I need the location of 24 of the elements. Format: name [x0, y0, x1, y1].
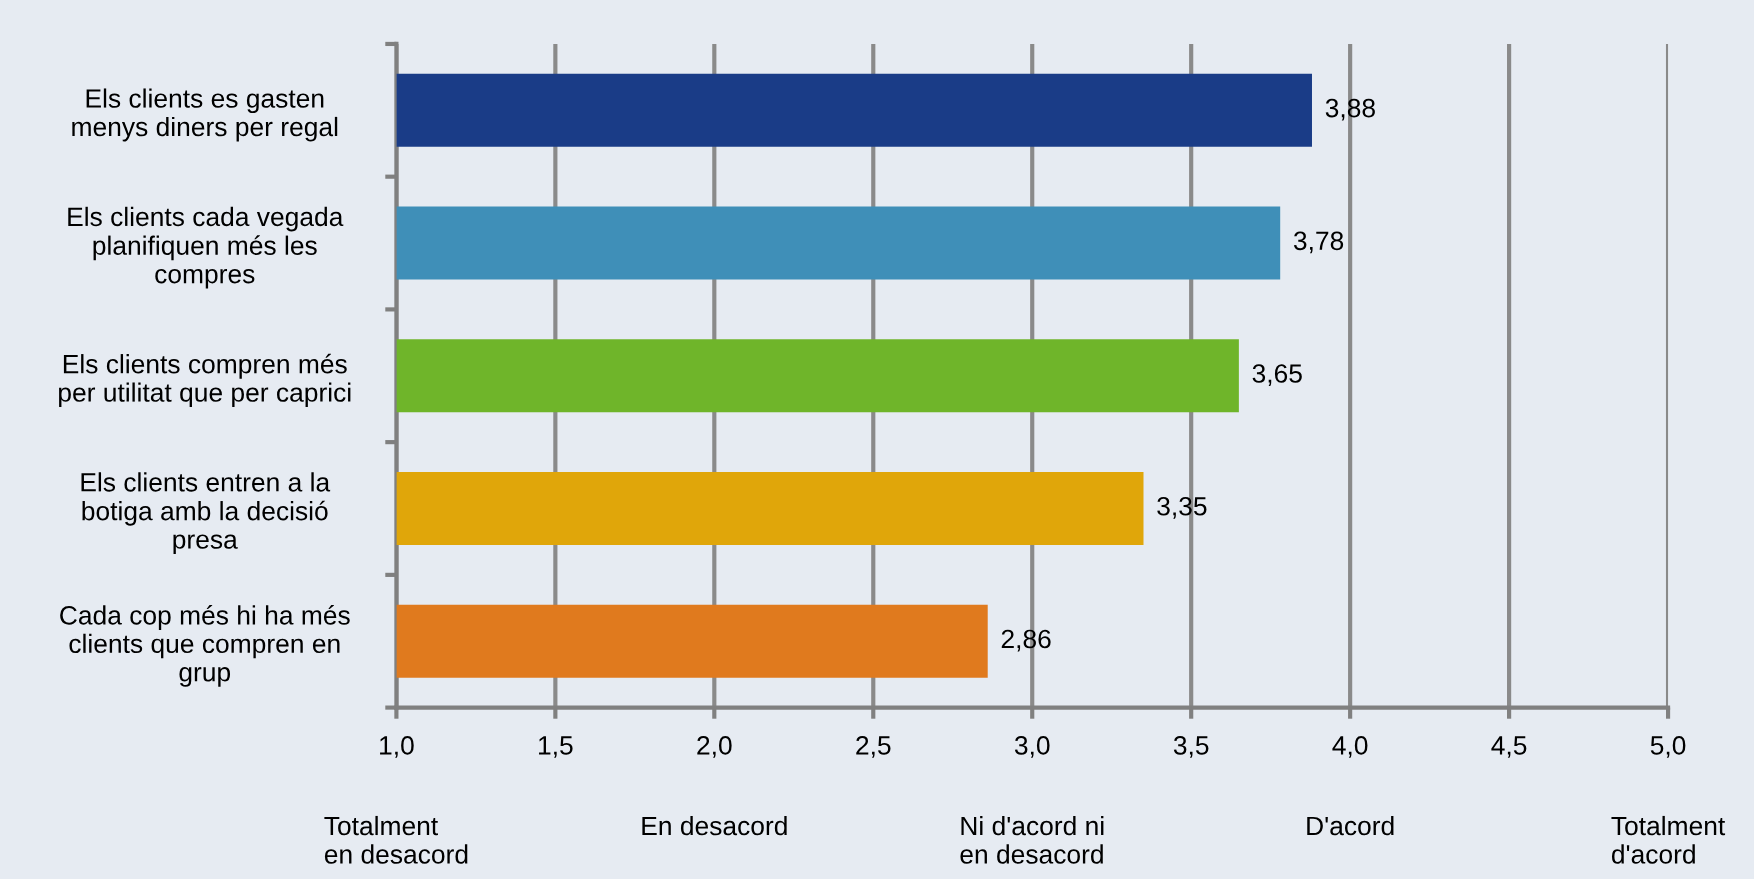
- y-tick-label: Els clients cada vegada planifiquen més les compres: [68, 206, 344, 289]
- data-label: 3,35: [1157, 496, 1207, 519]
- text: Ni d'acord ni en desacord: [960, 815, 1104, 864]
- x-tick-label: 1,5: [539, 736, 573, 758]
- y-tick-label: Els clients entren a la botiga amb la decisió presa: [81, 472, 331, 555]
- data-label: 3,65: [1252, 364, 1302, 386]
- x-tick-label: 5,0: [1650, 736, 1686, 758]
- y-tick-label: Els clients compren més per utilitat que per caprici: [59, 353, 351, 408]
- text: En desacord: [642, 815, 787, 836]
- x-tick-label: 1,0: [380, 736, 414, 758]
- x-tick-label: 2,5: [856, 736, 891, 758]
- x-tick-label: 3,0: [1014, 736, 1050, 758]
- x-tick-label: 3,5: [1173, 736, 1209, 758]
- text: Totalment d'acord: [1611, 815, 1726, 864]
- x-tick-label: 2,0: [697, 736, 732, 758]
- data-label: 2,86: [1001, 629, 1051, 652]
- x-tick-label: 4,0: [1332, 736, 1368, 758]
- text: Totalment en desacord: [324, 815, 468, 864]
- y-tick-label: Cada cop més hi ha més clients que compren en grup: [60, 605, 350, 687]
- data-label: 3,88: [1325, 98, 1375, 121]
- text: D'acord: [1307, 815, 1394, 836]
- data-label: 3,78: [1293, 231, 1344, 254]
- x-tick-label: 4,5: [1491, 736, 1527, 758]
- y-tick-label: Els clients es gasten menys diners per regal: [72, 88, 338, 142]
